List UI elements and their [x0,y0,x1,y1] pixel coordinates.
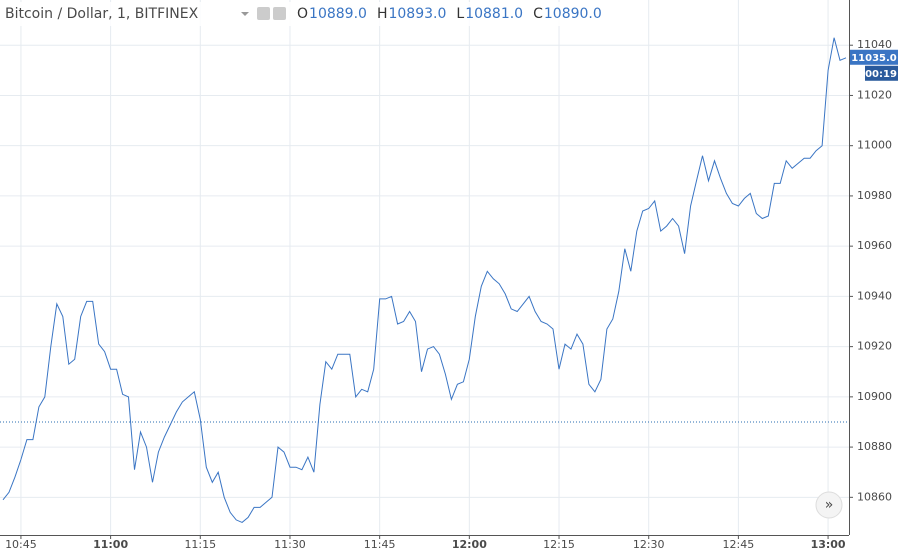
y-tick-label: 10960 [857,239,892,252]
plot [0,37,849,523]
ohlc-value: 10889.0 [309,6,367,22]
header-bg [0,2,585,26]
ohlc-value: 10893.0 [388,6,446,22]
y-tick-label: 10860 [857,490,892,503]
y-tick-label: 11020 [857,88,892,101]
grid [0,0,849,535]
ohlc-value: 10890.0 [544,6,602,22]
settings-icon[interactable] [273,7,286,20]
y-tick-label: 10940 [857,289,892,302]
eye-icon[interactable] [257,7,270,20]
y-tick-label: 10880 [857,440,892,453]
last-price-badge [850,49,898,65]
x-tick-label: 12:15 [543,538,575,551]
last-price-label: 11035.0 [851,53,897,64]
y-tick-label: 10920 [857,340,892,353]
ohlc-label: C [533,6,543,22]
ohlc-label: L [456,6,464,22]
scroll-button[interactable] [815,491,843,519]
scroll-icon[interactable]: » [825,497,834,513]
x-tick-label: 12:30 [633,538,665,551]
y-tick-label: 10980 [857,189,892,202]
ohlc-value: 10881.0 [465,6,523,22]
x-tick-label: 11:15 [184,538,216,551]
countdown-badge [865,65,898,81]
x-tick-label: 12:45 [723,538,755,551]
x-tick-label: 11:00 [93,538,128,551]
dropdown-icon[interactable] [241,12,249,16]
ohlc-label: O [297,6,308,22]
legend-header: Bitcoin / Dollar, 1, BITFINEX O 10889.0 H 1… [0,2,602,26]
ohlc-label: H [377,6,388,22]
x-tick-label: 13:00 [811,538,846,551]
symbol-title: Bitcoin / Dollar, 1, BITFINEX [5,6,199,22]
price-line [2,37,847,523]
y-tick-label: 11040 [857,38,892,51]
x-tick-label: 12:00 [452,538,487,551]
x-tick-label: 11:30 [274,538,306,551]
axes: 10860 10880 10900 10920 10940 10960 10980 11000… [5,38,898,551]
countdown-label: 00:19 [865,69,897,80]
x-tick-label: 10:45 [5,538,37,551]
y-tick-label: 10900 [857,390,892,403]
x-tick-label: 11:45 [364,538,396,551]
y-tick-label: 11000 [857,139,892,152]
